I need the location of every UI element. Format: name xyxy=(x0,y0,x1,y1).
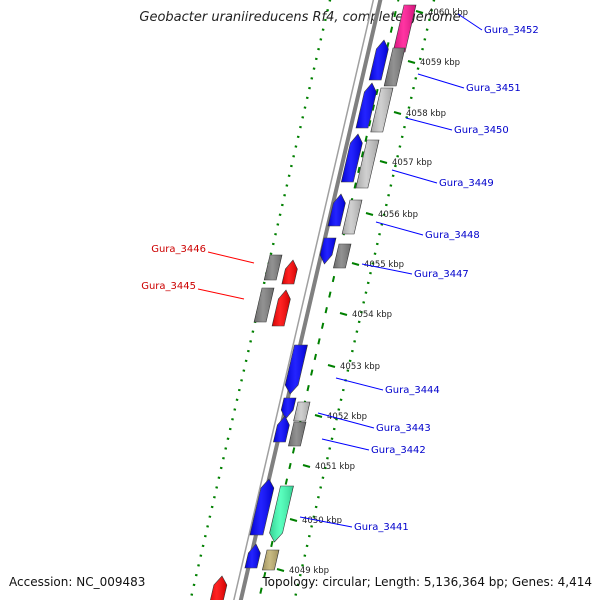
kbp-tick-label: 4053 kbp xyxy=(340,362,380,372)
gene-gura-3452-pink-shade xyxy=(393,5,416,52)
gene-label-leader xyxy=(417,73,465,89)
gene-blue-2-shade xyxy=(356,83,377,128)
kbp-tick-mark xyxy=(365,212,374,216)
gene-gura-3443-shade xyxy=(293,402,310,421)
gene-blue-6-shade xyxy=(281,398,296,419)
gene-gura-3450-shade xyxy=(370,88,393,132)
gene-label: Gura_3442 xyxy=(371,445,426,456)
gene-label-leader xyxy=(375,221,424,236)
kbp-tick-label: 4060 kbp xyxy=(428,8,468,18)
gene-label: Gura_3447 xyxy=(414,269,469,280)
gene-label: Gura_3452 xyxy=(484,25,539,36)
gene-gura-3447-shade xyxy=(333,244,351,268)
kbp-tick-mark xyxy=(393,111,402,115)
gene-khaki-shade xyxy=(262,550,279,570)
gene-label-leader xyxy=(361,263,413,275)
gene-blue-8-shade xyxy=(249,479,274,535)
gene-label: Gura_3443 xyxy=(376,423,431,434)
gene-blue-1-shade xyxy=(369,40,389,80)
kbp-tick-mark xyxy=(379,160,388,164)
gene-gura-3451-shade xyxy=(384,48,405,86)
gene-gura-3444-shade xyxy=(285,345,308,394)
gene-gura-3446-gray-shade xyxy=(264,255,282,280)
kbp-tick-mark xyxy=(314,414,323,418)
gene-blue-3-shade xyxy=(341,134,363,182)
kbp-tick-label: 4059 kbp xyxy=(420,58,460,68)
kbp-tick-mark xyxy=(415,10,424,14)
topology-text: Topology: circular; Length: 5,136,364 bp… xyxy=(262,575,592,589)
kbp-tick-mark xyxy=(339,312,348,316)
gene-label: Gura_3451 xyxy=(466,83,521,94)
kbp-tick-label: 4052 kbp xyxy=(327,412,367,422)
gene-blue-7-shade xyxy=(273,416,290,442)
gene-red-bottom-shade xyxy=(210,576,227,600)
gene-label-leader xyxy=(457,13,483,31)
gene-label: Gura_3448 xyxy=(425,230,480,241)
gene-gura-3445-gray-shade xyxy=(254,288,274,322)
gene-gura-3441-shade xyxy=(269,486,294,542)
gene-blue-5-shade xyxy=(320,238,336,264)
gene-label-leader xyxy=(321,438,370,451)
gene-label: Gura_3444 xyxy=(385,385,440,396)
gene-blue-9-shade xyxy=(244,544,261,568)
backbone-inner xyxy=(233,0,375,600)
kbp-tick-mark xyxy=(276,568,285,572)
kbp-tick-mark xyxy=(289,518,298,522)
gene-label: Gura_3441 xyxy=(354,522,409,533)
kbp-tick-label: 4057 kbp xyxy=(392,158,432,168)
gene-label: Gura_3449 xyxy=(439,178,494,189)
kbp-tick-label: 4049 kbp xyxy=(289,566,329,576)
gene-label-leader xyxy=(405,117,453,131)
gene-label: Gura_3450 xyxy=(454,125,509,136)
accession-text: Accession: NC_009483 xyxy=(9,575,146,589)
kbp-tick-mark xyxy=(327,364,336,368)
gene-label-leader xyxy=(335,377,384,391)
kbp-tick-label: 4058 kbp xyxy=(406,109,446,119)
gene-blue-4-shade xyxy=(328,194,346,226)
genome-title: Geobacter uraniireducens Rf4, complete g… xyxy=(139,10,461,25)
kbp-tick-label: 4056 kbp xyxy=(378,210,418,220)
gene-label-leader xyxy=(207,251,255,264)
gene-label-leader xyxy=(391,169,438,184)
gene-gura-3448-shade xyxy=(342,200,362,234)
gene-gura-3446-shade xyxy=(281,260,298,284)
gene-gura-3449-shade xyxy=(355,140,379,188)
kbp-tick-label: 4054 kbp xyxy=(352,310,392,320)
kbp-tick-label: 4055 kbp xyxy=(364,260,404,270)
gene-label-leader xyxy=(197,288,245,300)
gene-gura-3445-shade xyxy=(272,290,291,326)
gene-label-leader xyxy=(299,516,353,528)
gene-gura-3442-shade xyxy=(288,422,306,446)
gene-label: Gura_3445 xyxy=(141,281,196,292)
kbp-tick-mark xyxy=(407,60,416,64)
gene-label: Gura_3446 xyxy=(151,244,206,255)
kbp-tick-label: 4051 kbp xyxy=(315,462,355,472)
kbp-tick-mark xyxy=(302,464,311,468)
kbp-tick-mark xyxy=(351,262,360,266)
gene-label-leader xyxy=(317,412,375,429)
